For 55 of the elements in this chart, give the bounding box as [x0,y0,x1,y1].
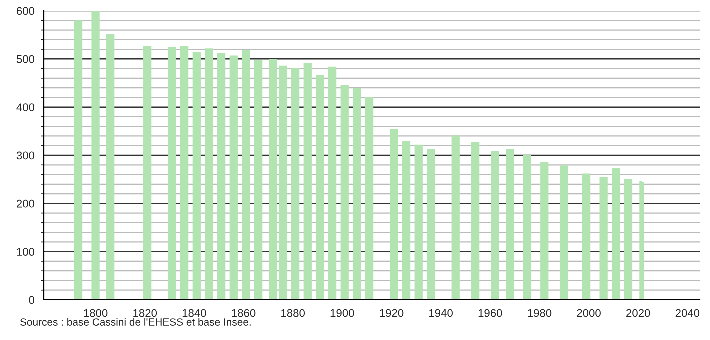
y-tick-label: 300 [16,152,35,160]
x-tick-label: 1940 [430,309,453,318]
x-tick-label: 2020 [626,309,650,318]
bar [74,20,83,300]
bar [106,34,115,300]
y-tick-label: 400 [16,104,35,112]
bar [427,149,436,300]
bar [560,166,568,300]
x-tick-label: 1900 [330,309,354,318]
y-tick-label: 100 [17,248,35,256]
x-tick-label: 1920 [380,309,404,318]
bar [328,66,337,300]
y-tick-label: 500 [16,55,35,64]
bar [192,52,201,300]
x-tick-label: 1960 [478,309,502,318]
x-tick-label: 2000 [577,309,601,318]
y-tick-label: 0 [29,296,35,304]
bar [316,75,324,300]
bar [506,149,514,300]
bar [414,144,423,300]
bar [491,151,500,300]
bar [600,177,608,300]
bar [180,46,189,300]
x-tick-label: 1820 [134,309,158,318]
bar [612,168,620,300]
bar [472,142,480,300]
bar [340,85,349,300]
bar [242,50,250,300]
bar [230,56,238,300]
bar [365,97,374,300]
x-tick-label: 1800 [84,309,108,318]
bar [353,88,362,300]
x-tick-label: 2040 [676,309,700,318]
bar [217,53,226,300]
bar [452,136,460,300]
x-tick-label: 1880 [282,309,306,318]
bar [92,11,100,300]
bar [205,48,214,300]
y-tick-label: 200 [16,200,35,208]
y-tick-label: 600 [17,7,35,16]
bar [291,68,300,300]
source-note: Sources : base Cassini de l'EHESS et base Insee. [20,318,251,326]
bar [304,63,312,300]
x-tick-label: 1860 [232,309,256,318]
x-tick-label: 1840 [182,309,206,318]
bar [624,179,633,300]
bar [523,155,532,300]
bar [168,47,176,300]
bar [390,129,398,300]
bar [254,60,263,300]
bar [144,46,152,300]
x-tick-label: 1980 [528,309,552,318]
bar [402,141,411,300]
bar [540,162,549,300]
bar [582,174,591,300]
